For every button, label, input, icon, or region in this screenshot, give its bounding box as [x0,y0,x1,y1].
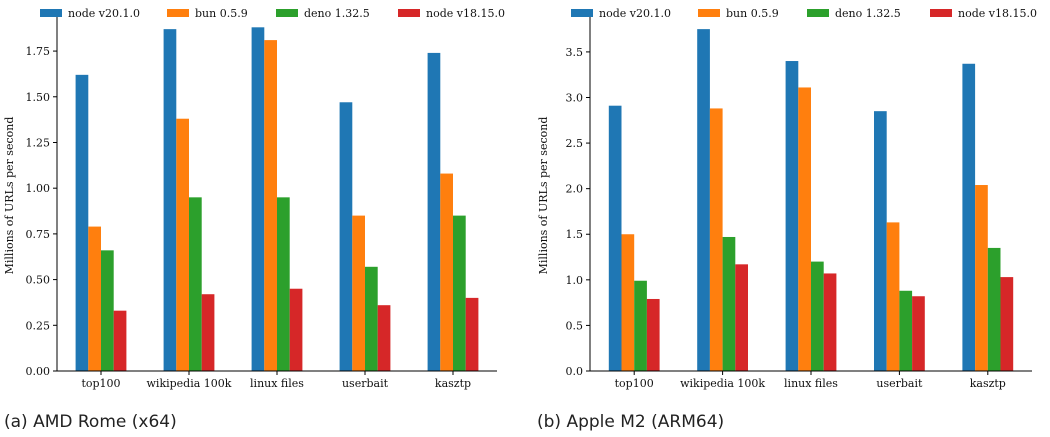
y-tick-label: 1.0 [566,274,584,287]
bar-node-v18-15-0-kasztp [1000,277,1014,371]
bar-node-v18-15-0-kasztp [465,297,479,372]
legend-label: node v18.15.0 [426,7,505,20]
bar-deno-1-32-5-top100 [101,250,114,371]
legend-label: bun 0.5.9 [195,7,248,20]
bar-deno-1-32-5-kasztp [987,247,1001,371]
bar-node-v20-1-0-userbait [339,102,353,372]
y-tick-label: 2.0 [566,183,584,196]
bar-deno-1-32-5-linux-files [277,197,290,371]
x-tick-label: kasztp [970,377,1006,390]
bar-deno-1-32-5-linux-files [811,261,824,371]
bar-node-v20-1-0-kasztp [962,63,976,371]
bar-node-v18-15-0-userbait [912,296,925,371]
x-tick-label: top100 [81,377,120,390]
bar-bun-0-5-9-linux-files [264,40,277,372]
legend-label: node v20.1.0 [599,7,671,20]
bar-bun-0-5-9-wikipedia-100k [709,108,723,372]
legend-label: deno 1.32.5 [304,7,370,20]
bar-deno-1-32-5-wikipedia-100k [189,197,202,371]
y-axis-label: Millions of URLs per second [3,117,16,275]
bar-node-v20-1-0-top100 [75,74,89,371]
bar-bun-0-5-9-kasztp [975,185,988,371]
caption-apple-m2: (b) Apple M2 (ARM64) [537,412,725,432]
bar-bun-0-5-9-top100 [621,234,635,371]
bar-node-v20-1-0-linux-files [785,61,799,371]
y-axis-label: Millions of URLs per second [537,117,550,275]
bar-bun-0-5-9-wikipedia-100k [176,118,189,371]
chart-apple-m2: 0.0 0.5 1.0 1.5 2.0 2.5 3.0 3.5 top100 wikipedia … [537,7,1037,390]
bar-node-v18-15-0-userbait [377,305,391,371]
legend-swatch [930,9,952,17]
bar-bun-0-5-9-linux-files [798,87,811,372]
bar-bun-0-5-9-top100 [88,226,101,371]
legend-label: node v20.1.0 [68,7,140,20]
y-tick-label: 0.75 [26,228,51,241]
x-tick-label: linux files [250,377,304,390]
bar-node-v20-1-0-wikipedia-100k [163,29,177,371]
y-tick-label: 1.50 [26,91,51,104]
legend-label: bun 0.5.9 [726,7,779,20]
x-tick-label: wikipedia 100k [147,377,232,390]
bar-node-v20-1-0-top100 [608,105,622,371]
y-tick-label: 0.0 [566,365,584,378]
bar-node-v20-1-0-userbait [874,111,887,372]
y-tick-label: 0.00 [26,365,51,378]
x-tick-label: wikipedia 100k [680,377,765,390]
bar-node-v18-15-0-wikipedia-100k [735,264,748,371]
bar-node-v18-15-0-linux-files [289,288,303,371]
y-tick-label: 3.0 [566,91,584,104]
bar-node-v18-15-0-wikipedia-100k [201,294,215,371]
legend-swatch [398,9,420,17]
legend-label: node v18.15.0 [958,7,1037,20]
legend-swatch [40,9,62,17]
bar-deno-1-32-5-kasztp [453,215,466,371]
chart-amd-rome: 0.00 0.25 0.50 0.75 1.00 1.25 1.50 1.75 top100 wi… [3,7,505,390]
bar-node-v18-15-0-linux-files [823,273,837,371]
x-tick-label: linux files [784,377,838,390]
y-tick-label: 0.25 [26,319,51,332]
bar-bun-0-5-9-kasztp [440,173,453,371]
y-tick-label: 0.50 [26,274,51,287]
bar-node-v20-1-0-linux-files [251,27,265,372]
legend-label: deno 1.32.5 [835,7,901,20]
y-tick-label: 1.00 [26,182,51,195]
bar-bun-0-5-9-userbait [352,215,365,371]
legend-swatch [698,9,720,17]
caption-amd-rome: (a) AMD Rome (x64) [4,412,177,432]
bar-node-v20-1-0-kasztp [427,52,441,371]
x-tick-label: kasztp [435,377,471,390]
bar-node-v18-15-0-top100 [646,298,660,371]
y-tick-label: 1.25 [26,136,51,149]
x-tick-label: userbait [342,377,389,390]
x-tick-label: top100 [615,377,654,390]
bar-node-v20-1-0-wikipedia-100k [697,29,710,372]
bar-deno-1-32-5-userbait [365,266,378,371]
bar-bun-0-5-9-userbait [886,222,900,371]
bar-node-v18-15-0-top100 [113,310,127,371]
y-tick-label: 0.5 [566,319,584,332]
y-tick-label: 2.5 [566,137,584,150]
x-tick-label: userbait [876,377,923,390]
legend-swatch [167,9,189,17]
legend-swatch [807,9,829,17]
bar-deno-1-32-5-wikipedia-100k [722,236,736,371]
bar-deno-1-32-5-userbait [899,290,913,371]
legend-swatch [571,9,593,17]
y-tick-label: 3.5 [566,46,584,59]
bar-deno-1-32-5-top100 [634,280,647,371]
y-tick-label: 1.75 [26,45,51,58]
y-tick-label: 1.5 [566,228,584,241]
legend-swatch [276,9,298,17]
